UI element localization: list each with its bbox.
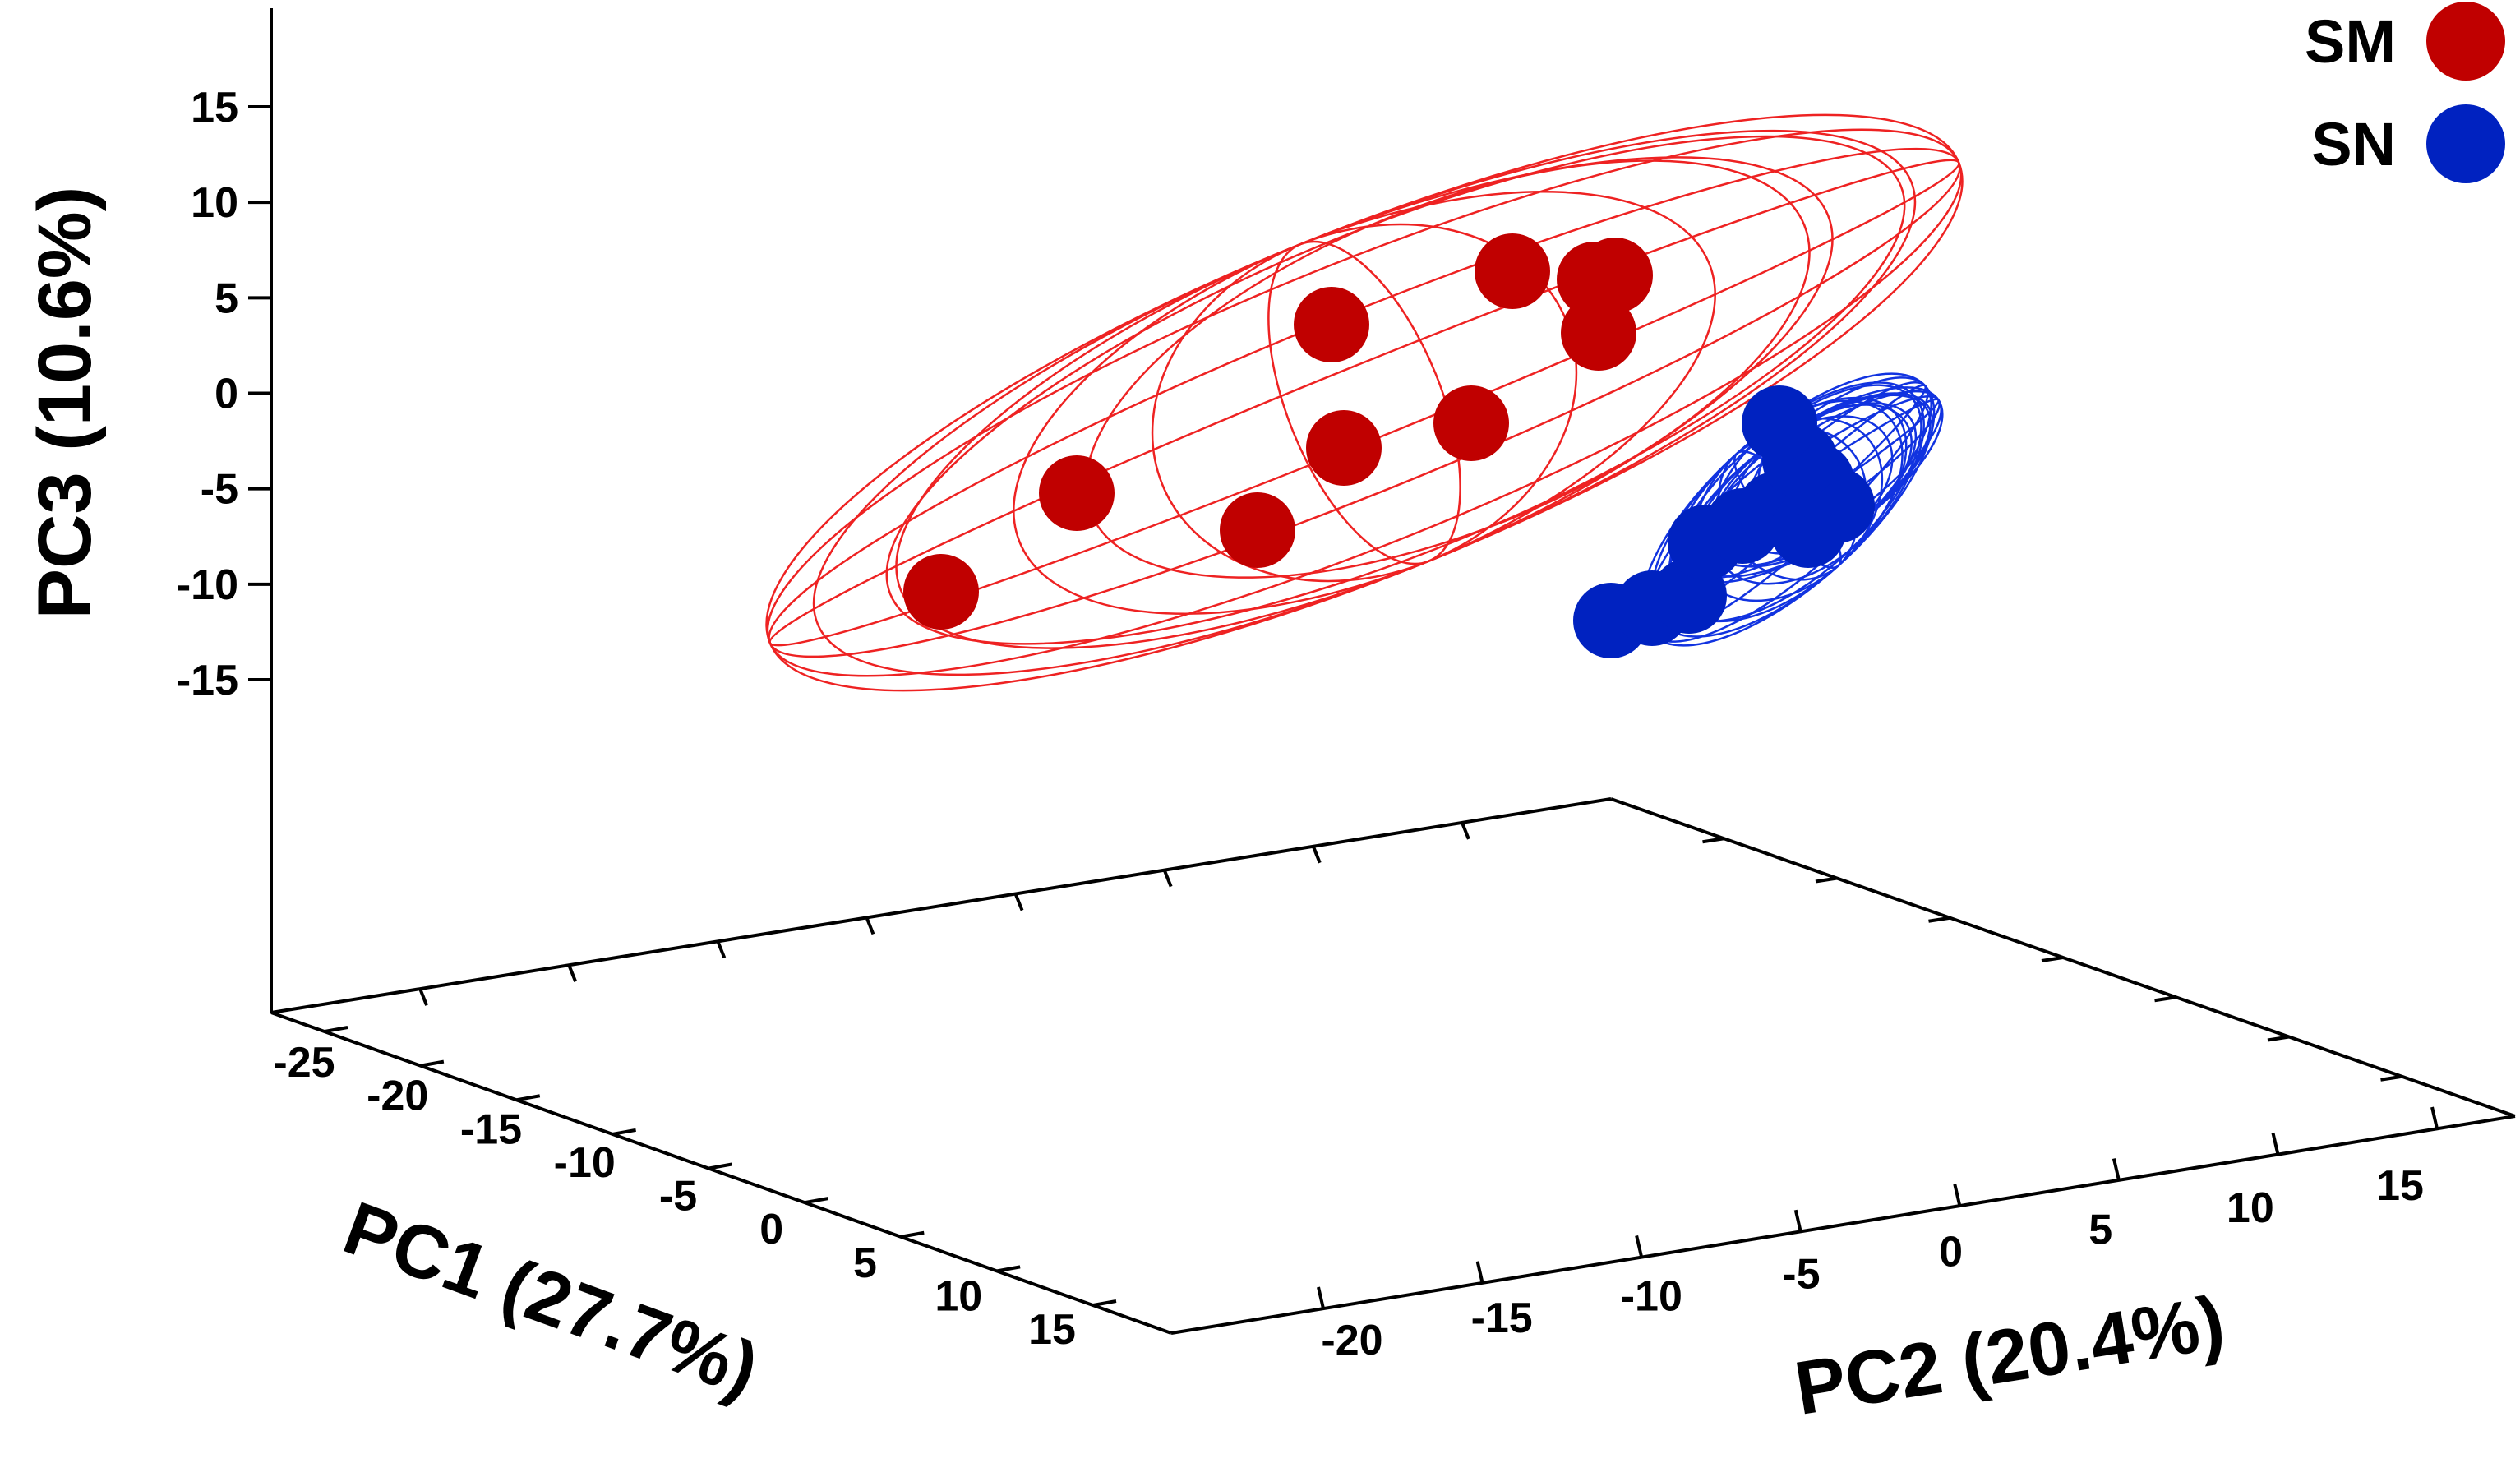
sm-point bbox=[1577, 238, 1653, 313]
axes-frame bbox=[270, 8, 2516, 1335]
pc3-tick-label: -15 bbox=[177, 657, 238, 704]
pc2-tick-label: 5 bbox=[2088, 1207, 2112, 1254]
floor-tick bbox=[1311, 846, 1322, 864]
pc1-tick-label: -25 bbox=[273, 1039, 335, 1087]
pc3-tick-label: -5 bbox=[201, 466, 238, 514]
pc3-tick-label: 15 bbox=[191, 84, 238, 132]
pc2-tick-label: -15 bbox=[1471, 1295, 1533, 1342]
sm-point bbox=[1220, 492, 1295, 568]
pc1-tick bbox=[1092, 1299, 1117, 1307]
floor-tick bbox=[2154, 995, 2176, 1003]
sm-point bbox=[1294, 287, 1369, 362]
pc3-axis-title: PC3 (10.6%) bbox=[23, 187, 107, 620]
pc2-tick-label: 15 bbox=[2376, 1162, 2424, 1210]
floor-tick bbox=[2041, 956, 2064, 962]
legend-label-sn: SN bbox=[2311, 110, 2396, 178]
pc1-tick-label: 15 bbox=[1028, 1306, 1076, 1354]
pc2-tick bbox=[2430, 1106, 2439, 1129]
sm-ellipsoid-ring bbox=[766, 128, 1963, 677]
legend: SM SN bbox=[2305, 2, 2505, 183]
pc1-tick-label: -10 bbox=[554, 1139, 616, 1187]
pc1-tick bbox=[324, 1026, 348, 1033]
back-floor-line-1 bbox=[270, 797, 1612, 1014]
pc1-tick-label: 10 bbox=[935, 1272, 982, 1320]
pc2-tick-label: -5 bbox=[1782, 1250, 1820, 1298]
data-points bbox=[903, 233, 1875, 658]
pc2-tick bbox=[1317, 1286, 1325, 1309]
axis-ticks: -15 -10 -5 0 5 10 15 -25 -20 -15 -10 -5 0 5 10 15 -20 -15… bbox=[177, 84, 2439, 1364]
sm-point bbox=[1561, 295, 1636, 371]
floor-tick bbox=[1162, 869, 1173, 888]
pc1-tick-label: 0 bbox=[759, 1206, 783, 1253]
confidence-ellipsoids bbox=[765, 113, 1964, 692]
pc2-tick bbox=[2271, 1132, 2280, 1155]
floor-tick bbox=[1461, 822, 1470, 840]
floor-tick bbox=[418, 988, 428, 1006]
pc2-axis-title: PC2 (20.4%) bbox=[1789, 1281, 2230, 1431]
sm-point bbox=[1039, 455, 1115, 531]
pc1-axis-title: PC1 (27.7%) bbox=[334, 1186, 769, 1413]
pc1-tick-label: -15 bbox=[460, 1105, 522, 1153]
pc2-tick bbox=[1793, 1209, 1802, 1232]
pc2-tick-label: -10 bbox=[1621, 1272, 1682, 1320]
pc2-tick-label: -20 bbox=[1321, 1317, 1382, 1364]
legend-label-sm: SM bbox=[2305, 7, 2396, 76]
sm-ellipsoid-ring bbox=[885, 135, 1906, 645]
pc2-tick bbox=[1635, 1235, 1644, 1258]
pc1-tick bbox=[708, 1162, 732, 1170]
pc1-tick bbox=[420, 1059, 445, 1068]
sm-point bbox=[1475, 233, 1550, 309]
floor-tick bbox=[1702, 837, 1724, 844]
floor-tick bbox=[2380, 1074, 2402, 1082]
floor-tick bbox=[1928, 916, 1950, 923]
floor-tick bbox=[1013, 893, 1024, 911]
pc2-tick bbox=[1953, 1184, 1962, 1207]
pc2-tick bbox=[2112, 1158, 2121, 1181]
floor-tick bbox=[865, 916, 875, 935]
pc3-tick-label: 10 bbox=[191, 179, 238, 227]
floor-tick bbox=[1815, 876, 1838, 884]
legend-marker-sm bbox=[2426, 2, 2505, 81]
sn-point bbox=[1742, 385, 1817, 461]
floor-tick bbox=[2267, 1035, 2290, 1042]
sm-ellipsoid-ring bbox=[1267, 240, 1461, 565]
pc3-tick-label: 5 bbox=[215, 275, 238, 322]
sm-point bbox=[903, 554, 979, 630]
pc1-tick bbox=[805, 1197, 828, 1205]
floor-tick bbox=[716, 940, 727, 959]
pc2-tick-label: 0 bbox=[1939, 1229, 1963, 1276]
pc2-tick bbox=[1475, 1261, 1484, 1284]
pc3-tick-label: 0 bbox=[215, 371, 238, 418]
pc2-axis-line bbox=[1170, 1115, 2516, 1335]
pc1-tick-label: -20 bbox=[367, 1073, 428, 1120]
pc3-tick-label: -10 bbox=[177, 561, 238, 609]
pc1-tick bbox=[612, 1128, 636, 1136]
pc1-tick-label: 5 bbox=[853, 1239, 877, 1287]
floor-tick bbox=[567, 964, 578, 982]
pc2-tick-label: 10 bbox=[2227, 1184, 2274, 1232]
pc1-tick bbox=[900, 1230, 925, 1239]
legend-marker-sn bbox=[2426, 104, 2505, 183]
pc1-tick bbox=[516, 1094, 541, 1102]
sm-point bbox=[1306, 410, 1382, 486]
pc1-tick-label: -5 bbox=[659, 1173, 697, 1221]
pc1-tick bbox=[996, 1265, 1021, 1273]
sm-point bbox=[1433, 385, 1509, 461]
